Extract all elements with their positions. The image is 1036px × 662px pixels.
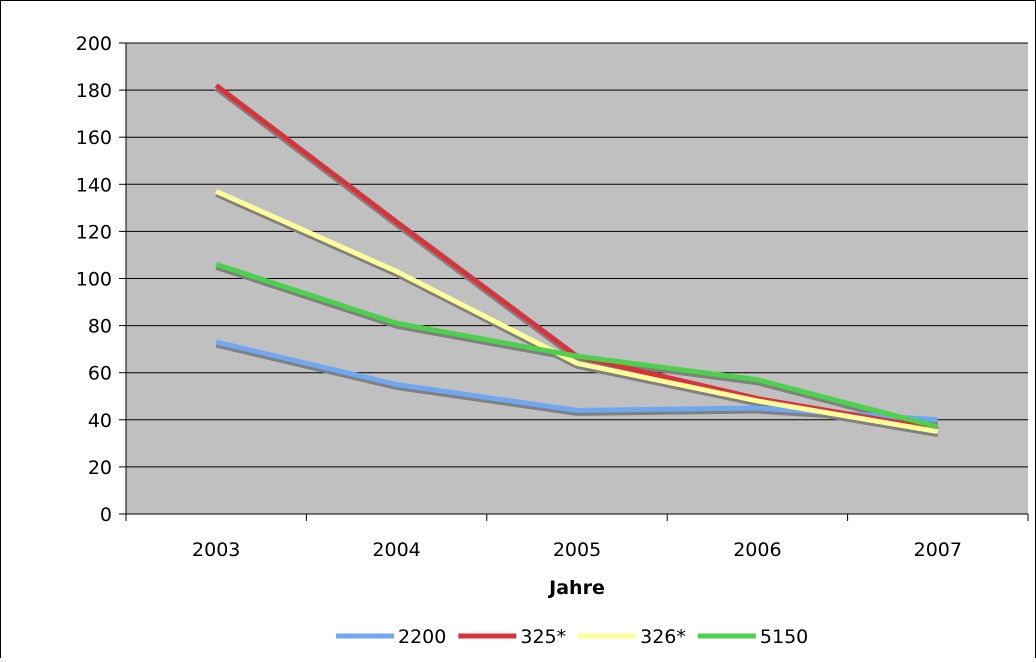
y-tick-label: 200	[76, 33, 112, 55]
x-axis-title: Jahre	[547, 577, 605, 599]
x-tick-label: 2004	[372, 539, 420, 561]
legend-label-1: 325*	[520, 626, 566, 648]
series-line-3	[215, 261, 939, 430]
series-line-2	[215, 189, 939, 435]
x-tick-label: 2007	[914, 539, 962, 561]
y-tick-label: 20	[88, 457, 112, 479]
x-tick-label: 2003	[192, 539, 240, 561]
y-tick-label: 120	[76, 221, 112, 243]
x-tick-label: 2005	[553, 539, 601, 561]
y-tick-label: 140	[76, 174, 112, 196]
y-tick-label: 160	[76, 127, 112, 149]
legend-label-2: 326*	[640, 626, 686, 648]
series-shadow-3	[215, 264, 939, 433]
legend: 2200 325* 326* 5150	[336, 626, 808, 648]
legend-label-3: 5150	[760, 626, 808, 648]
y-tick-label: 180	[76, 80, 112, 102]
y-tick-label: 100	[76, 269, 112, 291]
y-tick-label: 60	[88, 363, 112, 385]
y-tick-label: 0	[100, 504, 112, 526]
y-axis: 0 20 40 60 80 100 120 140 160 180 200	[76, 33, 127, 526]
x-axis: 2003 2004 2005 2006 2007	[125, 513, 1029, 561]
legend-label-0: 2200	[398, 626, 446, 648]
gridlines	[126, 42, 1028, 468]
y-tick-label: 40	[88, 410, 112, 432]
series-lines	[214, 83, 939, 435]
x-tick-label: 2006	[733, 539, 781, 561]
y-tick-label: 80	[88, 316, 112, 338]
